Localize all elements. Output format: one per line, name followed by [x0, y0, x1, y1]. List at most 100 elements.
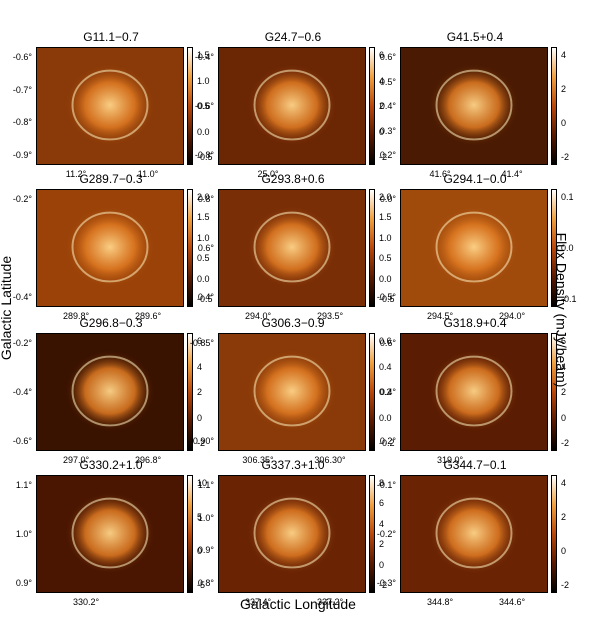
y-tick-label: -0.5° — [376, 292, 396, 302]
x-tick-label: 11.0° — [137, 169, 159, 179]
y-tick-label: -0.90° — [189, 436, 214, 446]
colorbar-tick-label: 0 — [561, 412, 567, 423]
radio-image — [400, 475, 548, 593]
x-tick-label: 294.0° — [244, 311, 272, 321]
colorbar-tick-label: 2 — [561, 84, 567, 94]
panel-title: G330.2+1.0 — [79, 458, 143, 472]
remnant-emission — [246, 491, 338, 575]
colorbar-tick-label: 1.0 — [197, 75, 210, 86]
x-tick-label: 296.8° — [134, 455, 162, 465]
y-tick-label: 0.5° — [379, 76, 396, 87]
colorbar-tick-label: 8 — [379, 478, 385, 488]
colorbar-tick-label: 0 — [561, 546, 567, 556]
x-tick-label: 344.8° — [426, 597, 454, 607]
colorbar-tick-label: 6 — [379, 50, 385, 60]
panel-5: G293.8+0.6 2.0 1.5 1.0 0.5 0.0 -0.5 0.8° 0.6° 0.4… — [184, 172, 395, 324]
remnant-emission — [428, 349, 520, 433]
colorbar-tick-label: -2 — [561, 152, 570, 162]
y-tick-label: 1.0° — [197, 512, 214, 523]
colorbar-tick-label: 2 — [561, 387, 567, 397]
remnant-shell — [435, 497, 513, 569]
colorbar — [369, 475, 375, 593]
colorbar-tick-label: 2 — [379, 101, 385, 111]
colorbar-tick-label: 5 — [197, 512, 203, 522]
radio-image — [218, 333, 366, 451]
panel-title: G289.7−0.3 — [79, 172, 143, 186]
remnant-shell — [71, 355, 149, 427]
y-tick-label: -0.4° — [12, 292, 32, 302]
panel-title: G318.9+0.4 — [443, 316, 507, 330]
y-tick-label: 0.8° — [197, 578, 214, 588]
colorbar-tick-label: 0.5 — [379, 253, 392, 264]
colorbar — [187, 475, 193, 593]
y-tick-label: -0.8° — [194, 150, 214, 160]
x-tick-label: 25.0° — [257, 169, 279, 179]
colorbar — [551, 333, 557, 451]
radio-image — [218, 475, 366, 593]
colorbar-tick-label: 4 — [561, 361, 567, 372]
y-tick-label: -0.1° — [376, 480, 396, 490]
remnant-emission — [428, 63, 520, 147]
colorbar-tick-label: 0.0 — [561, 243, 574, 253]
colorbar-tick-label: 6 — [197, 336, 203, 346]
y-tick-label: 0.6° — [379, 52, 396, 62]
colorbar — [551, 189, 557, 307]
y-tick-label: -0.8° — [12, 117, 32, 128]
colorbar-tick-label: 0.5 — [197, 101, 210, 111]
x-tick-label: 289.8° — [62, 311, 90, 321]
colorbar-tick-label: 1.5 — [197, 50, 210, 60]
colorbar — [369, 333, 375, 451]
colorbar-tick-label: 0.6 — [379, 336, 392, 346]
y-tick-label: 0.0° — [379, 194, 396, 204]
y-tick-label: 0.4° — [197, 292, 214, 302]
y-tick-label: -0.2° — [12, 194, 32, 204]
panel-2: G24.7−0.6 6 4 2 0 -2 -0.4° -0.6° -0.8° 25.0° — [184, 30, 387, 182]
y-tick-label: 1.1° — [15, 480, 32, 490]
colorbar-tick-label: 2 — [561, 512, 567, 522]
y-tick-label: -0.6° — [12, 436, 32, 446]
colorbar-tick-label: -2 — [379, 580, 388, 590]
y-tick-label: 0.9° — [197, 545, 214, 556]
x-tick-label: 294.0° — [498, 311, 526, 321]
colorbar-label: Flux Density (mJy/beam) — [553, 232, 570, 388]
colorbar-tick-label: 0 — [379, 559, 385, 570]
colorbar-tick-label: 2.0 — [379, 192, 392, 202]
x-tick-label: 306.30° — [314, 455, 346, 465]
x-tick-label: 11.2° — [65, 169, 87, 179]
colorbar-tick-label: 2 — [197, 387, 203, 397]
colorbar-tick-label: -0.2 — [379, 438, 395, 448]
y-tick-label: 0.6° — [197, 243, 214, 253]
remnant-shell — [253, 69, 331, 141]
y-tick-label: -0.6° — [194, 101, 214, 111]
colorbar — [187, 47, 193, 165]
colorbar — [369, 189, 375, 307]
colorbar-tick-label: 1.5 — [197, 212, 210, 223]
y-tick-label: -0.9° — [12, 150, 32, 160]
y-tick-label: -0.4° — [194, 52, 214, 62]
remnant-emission — [246, 349, 338, 433]
colorbar-tick-label: 1.5 — [379, 212, 392, 223]
remnant-emission — [64, 205, 156, 289]
colorbar-tick-label: 0.1 — [561, 192, 574, 202]
colorbar-tick-label: -2 — [379, 152, 388, 162]
y-tick-label: -0.6° — [12, 52, 32, 62]
radio-image — [36, 475, 184, 593]
colorbar — [551, 475, 557, 593]
colorbar-tick-label: -0.5 — [379, 294, 395, 304]
remnant-emission — [428, 491, 520, 575]
remnant-shell — [435, 211, 513, 283]
radio-image — [218, 189, 366, 307]
remnant-emission — [246, 205, 338, 289]
colorbar-tick-label: -2 — [197, 438, 206, 448]
y-tick-label: 0.4° — [379, 387, 396, 397]
y-tick-label: 0.2° — [379, 436, 396, 446]
y-tick-label: -0.7° — [12, 84, 32, 95]
x-tick-label: 306.35° — [242, 455, 274, 465]
x-tick-label: 319.0° — [436, 455, 464, 465]
colorbar-tick-label: 1.0 — [379, 232, 392, 243]
colorbar-tick-label: 0.0 — [197, 126, 210, 137]
colorbar-tick-label: 0.5 — [197, 253, 210, 264]
radio-image — [400, 189, 548, 307]
x-tick-label: 293.5° — [316, 311, 344, 321]
remnant-shell — [71, 69, 149, 141]
